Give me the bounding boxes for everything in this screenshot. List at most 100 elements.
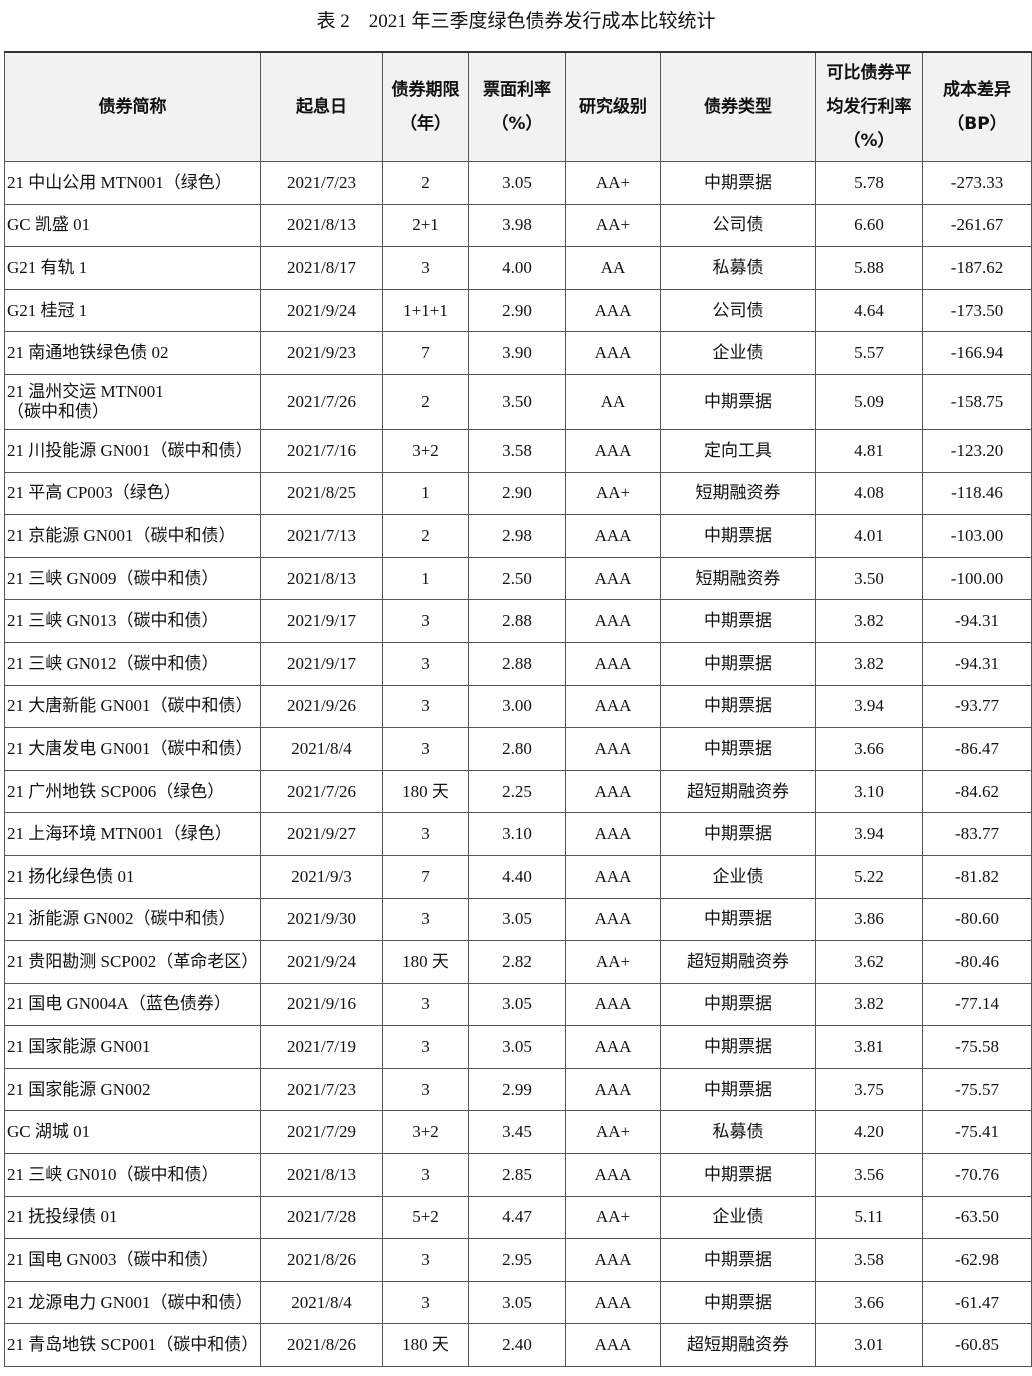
- cell-rating: AAA: [565, 1323, 661, 1368]
- table-row: GC 湖城 01 2021/7/29 3+2 3.45 AA+ 私募债 4.20 -75.41: [4, 1110, 1032, 1155]
- cell-bond-name: 21 三峡 GN010（碳中和债）: [4, 1153, 261, 1197]
- cell-start-date: 2021/7/26: [260, 373, 383, 430]
- cell-rating: AAA: [565, 428, 661, 473]
- cell-cost-difference: -94.31: [922, 599, 1032, 643]
- cell-term: 1+1+1: [382, 288, 469, 333]
- cell-start-date: 2021/7/26: [260, 769, 383, 814]
- cell-bond-name: 21 广州地铁 SCP006（绿色）: [4, 769, 261, 814]
- cell-term: 3: [382, 1238, 469, 1282]
- cell-rating: AAA: [565, 556, 661, 601]
- cell-term: 3: [382, 1280, 469, 1325]
- table-row: 21 京能源 GN001（碳中和债） 2021/7/13 2 2.98 AAA 中期票据 4…: [4, 514, 1032, 558]
- cell-coupon-rate: 3.50: [468, 373, 566, 430]
- cell-cost-difference: -94.31: [922, 641, 1032, 686]
- cell-bond-type: 定向工具: [660, 428, 816, 473]
- cell-bond-type: 中期票据: [660, 1280, 816, 1325]
- cell-comparable-rate: 5.88: [815, 246, 923, 290]
- cell-bond-name: 21 扬化绿色债 01: [4, 854, 261, 899]
- cell-rating: AAA: [565, 1280, 661, 1325]
- table-row: 21 国电 GN004A（蓝色债券） 2021/9/16 3 3.05 AAA 中期票据 3…: [4, 982, 1032, 1027]
- cell-term: 7: [382, 331, 469, 375]
- cell-cost-difference: -75.57: [922, 1067, 1032, 1112]
- cell-comparable-rate: 5.78: [815, 161, 923, 205]
- cell-bond-type: 中期票据: [660, 373, 816, 430]
- cell-bond-type: 公司债: [660, 288, 816, 333]
- cell-bond-name: 21 平高 CP003（绿色）: [4, 471, 261, 516]
- table-row: 21 龙源电力 GN001（碳中和债） 2021/8/4 3 3.05 AAA 中期票据 3…: [4, 1280, 1032, 1325]
- cell-rating: AAA: [565, 599, 661, 643]
- cell-coupon-rate: 3.00: [468, 684, 566, 729]
- cell-bond-type: 私募债: [660, 246, 816, 290]
- cell-comparable-rate: 4.01: [815, 514, 923, 558]
- cell-start-date: 2021/8/25: [260, 471, 383, 516]
- table-row: 21 三峡 GN012（碳中和债） 2021/9/17 3 2.88 AAA 中期票据 3.…: [4, 641, 1032, 686]
- cell-bond-name: 21 南通地铁绿色债 02: [4, 331, 261, 375]
- cell-term: 180 天: [382, 769, 469, 814]
- cell-rating: AAA: [565, 1153, 661, 1197]
- cell-cost-difference: -80.46: [922, 940, 1032, 984]
- table-row: 21 大唐新能 GN001（碳中和债） 2021/9/26 3 3.00 AAA 中期票据…: [4, 684, 1032, 729]
- cell-bond-type: 中期票据: [660, 1025, 816, 1069]
- cell-cost-difference: -86.47: [922, 727, 1032, 771]
- cell-start-date: 2021/7/23: [260, 161, 383, 205]
- cell-rating: AA: [565, 373, 661, 430]
- cell-comparable-rate: 3.66: [815, 727, 923, 771]
- cell-comparable-rate: 3.62: [815, 940, 923, 984]
- cell-rating: AAA: [565, 769, 661, 814]
- cell-cost-difference: -273.33: [922, 161, 1032, 205]
- cell-rating: AAA: [565, 331, 661, 375]
- cell-term: 3: [382, 599, 469, 643]
- header-start-date: 起息日: [260, 51, 383, 162]
- cell-bond-type: 中期票据: [660, 161, 816, 205]
- cell-coupon-rate: 2.85: [468, 1153, 566, 1197]
- cell-rating: AAA: [565, 1238, 661, 1282]
- table-row: 21 大唐发电 GN001（碳中和债） 2021/8/4 3 2.80 AAA 中期票据 3…: [4, 727, 1032, 771]
- cell-coupon-rate: 4.47: [468, 1195, 566, 1240]
- cell-cost-difference: -62.98: [922, 1238, 1032, 1282]
- cell-cost-difference: -93.77: [922, 684, 1032, 729]
- cell-coupon-rate: 2.40: [468, 1323, 566, 1368]
- cell-rating: AA+: [565, 1110, 661, 1155]
- cell-coupon-rate: 2.25: [468, 769, 566, 814]
- cell-cost-difference: -77.14: [922, 982, 1032, 1027]
- cell-term: 3: [382, 246, 469, 290]
- cell-comparable-rate: 3.94: [815, 812, 923, 856]
- cell-rating: AA+: [565, 471, 661, 516]
- cell-coupon-rate: 2.88: [468, 641, 566, 686]
- cell-bond-name: 21 国电 GN004A（蓝色债券）: [4, 982, 261, 1027]
- table-row: 21 三峡 GN009（碳中和债） 2021/8/13 1 2.50 AAA 短期融资券 3…: [4, 556, 1032, 601]
- cell-start-date: 2021/9/24: [260, 288, 383, 333]
- table-row: 21 抚投绿债 01 2021/7/28 5+2 4.47 AA+ 企业债 5.11 -63.…: [4, 1195, 1032, 1240]
- cell-start-date: 2021/8/4: [260, 1280, 383, 1325]
- table-row: 21 南通地铁绿色债 02 2021/9/23 7 3.90 AAA 企业债 5.57 -16…: [4, 331, 1032, 375]
- cell-bond-type: 企业债: [660, 1195, 816, 1240]
- cell-cost-difference: -173.50: [922, 288, 1032, 333]
- cell-bond-name: 21 浙能源 GN002（碳中和债）: [4, 897, 261, 942]
- cell-comparable-rate: 3.75: [815, 1067, 923, 1112]
- cell-bond-type: 企业债: [660, 854, 816, 899]
- table-row: 21 扬化绿色债 01 2021/9/3 7 4.40 AAA 企业债 5.22 -81.82: [4, 854, 1032, 899]
- cell-bond-type: 企业债: [660, 331, 816, 375]
- cell-rating: AAA: [565, 854, 661, 899]
- cell-bond-name: 21 川投能源 GN001（碳中和债）: [4, 428, 261, 473]
- cell-bond-type: 私募债: [660, 1110, 816, 1155]
- cell-rating: AA+: [565, 940, 661, 984]
- table-row: 21 中山公用 MTN001（绿色） 2021/7/23 2 3.05 AA+ 中期票据 5…: [4, 161, 1032, 205]
- table-row: 21 三峡 GN013（碳中和债） 2021/9/17 3 2.88 AAA 中期票据 3.…: [4, 599, 1032, 643]
- cell-start-date: 2021/9/30: [260, 897, 383, 942]
- table-row: 21 贵阳勘测 SCP002（革命老区） 2021/9/24 180 天 2.82 AA…: [4, 940, 1032, 984]
- cell-bond-name: G21 桂冠 1: [4, 288, 261, 333]
- table-row: 21 青岛地铁 SCP001（碳中和债） 2021/8/26 180 天 2.40 AA…: [4, 1323, 1032, 1368]
- cell-coupon-rate: 3.05: [468, 897, 566, 942]
- cell-comparable-rate: 4.08: [815, 471, 923, 516]
- cell-comparable-rate: 3.82: [815, 599, 923, 643]
- cell-term: 3: [382, 1153, 469, 1197]
- cell-start-date: 2021/8/13: [260, 203, 383, 248]
- cell-comparable-rate: 3.82: [815, 982, 923, 1027]
- cell-coupon-rate: 3.10: [468, 812, 566, 856]
- cell-bond-type: 中期票据: [660, 641, 816, 686]
- table-row: G21 桂冠 1 2021/9/24 1+1+1 2.90 AAA 公司债 4.64 -173…: [4, 288, 1032, 333]
- header-coupon-rate: 票面利率 （%）: [468, 51, 566, 162]
- cell-bond-type: 中期票据: [660, 897, 816, 942]
- cell-rating: AAA: [565, 684, 661, 729]
